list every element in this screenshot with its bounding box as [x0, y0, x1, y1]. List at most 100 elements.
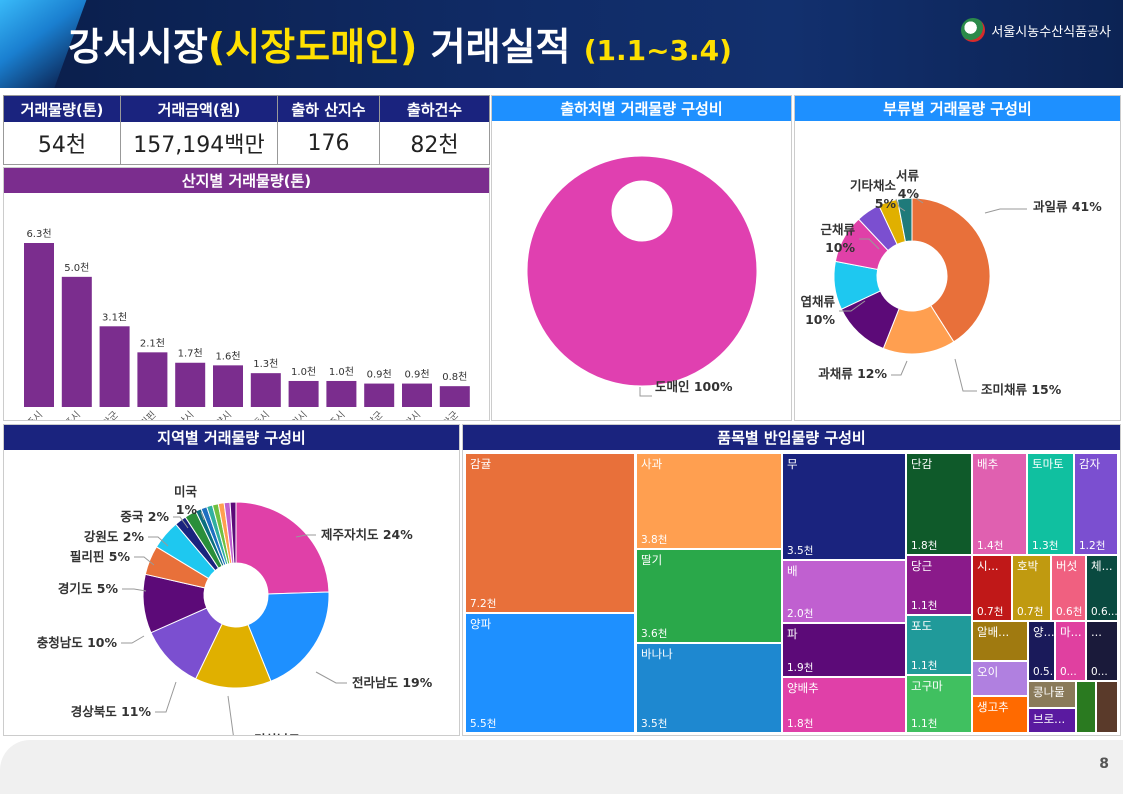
bar-11 [439, 386, 470, 407]
pie-leader-line [839, 300, 866, 312]
pie-leader-line [227, 695, 249, 741]
origin-bar-title: 산지별 거래물량(톤) [4, 168, 489, 193]
treemap-cell-name: 알배... [977, 625, 1009, 639]
bar-category-label: 상주시 [321, 409, 347, 420]
pie-slice-label: 제주자치도 24% [321, 527, 413, 542]
treemap-cell-1 [466, 614, 634, 732]
treemap-cell-name: 콩나물 [1033, 685, 1065, 699]
pie-slice-label: 5% [875, 196, 897, 211]
bar-value-label: 1.6천 [215, 350, 240, 362]
kpi-header-amount: 거래금액(원) [121, 96, 278, 122]
pie-slice-label: 4% [898, 186, 920, 201]
treemap-cell-value: 1.8천 [911, 540, 937, 552]
origin-bar-chart: 6.3천제주시 5.0천서귀포시 3.1천무안군 2.1천필리핀 1.7천논산시 1.6천… [19, 228, 470, 442]
treemap-cell-14 [1028, 454, 1073, 554]
treemap-cell-value: 0... [1060, 666, 1077, 678]
treemap-cell-name: 마... [1060, 625, 1082, 639]
bar-category-label: 밀양시 [207, 409, 234, 420]
treemap-cell-19 [1087, 556, 1117, 620]
treemap-cell-value: 1.2천 [1079, 540, 1105, 552]
kpi-value-origins: 176 [278, 122, 380, 164]
treemap-cell-name: 양... [1033, 625, 1055, 639]
treemap-cell-name: 버섯 [1056, 559, 1077, 573]
bar-category-label: 논산시 [170, 409, 196, 420]
treemap-cell-value: 1.4천 [977, 540, 1003, 552]
treemap-cell-value: 0.7천 [977, 606, 1003, 618]
pie-slice-label: 경기도 5% [58, 581, 119, 596]
treemap-cell-name: 사과 [641, 457, 663, 471]
item-treemap-chart: 감귤7.2천양파5.5천사과3.8천딸기3.6천바나나3.5천무3.5천배2.0… [466, 454, 1118, 732]
pie-leader-line [984, 208, 1027, 214]
treemap-cell-name: 양파 [470, 617, 492, 631]
item-treemap-title: 품목별 반입물량 구성비 [463, 425, 1120, 450]
treemap-cell-7 [783, 624, 905, 676]
region-pie-title: 지역별 거래물량 구성비 [4, 425, 459, 450]
treemap-cell-12 [907, 676, 971, 732]
bar-value-label: 5.0천 [64, 262, 89, 274]
treemap-cell-value: 0.7천 [1017, 606, 1043, 618]
pie-slice-label: 미국 [174, 484, 198, 499]
treemap-cell-name: 감귤 [470, 457, 491, 471]
region-pie-panel: 지역별 거래물량 구성비 제주자치도 24% 전라남도 19% 경상남도 13% 경상… [3, 424, 460, 747]
treemap-cell-value: 1.9천 [787, 662, 813, 674]
treemap-cell-18 [1052, 556, 1085, 620]
treemap-cell-name: 감자 [1079, 457, 1101, 471]
treemap-cell-value: 0.6천 [1056, 606, 1082, 618]
org-logo-icon [961, 18, 986, 42]
pie-slice-1 [247, 591, 330, 682]
treemap-cell-name: 오이 [977, 665, 998, 679]
title-market: 강서시장 [68, 25, 208, 69]
pie-leader-line [859, 238, 880, 250]
region-pie-chart: 제주자치도 24% 전라남도 19% 경상남도 13% 경상북도 11% 충청남도 10… [37, 484, 433, 747]
treemap-cell-name: 호박 [1017, 559, 1039, 573]
pie-leader-line [295, 534, 316, 538]
bar-category-label: 신안군 [435, 409, 462, 420]
pie-slice-label: 근채류 [820, 222, 855, 237]
bar-value-label: 1.3천 [253, 358, 278, 370]
pie-slice-0 [526, 155, 758, 387]
treemap-cell-name: 배 [787, 564, 798, 578]
pie-leader-line [954, 358, 977, 392]
footer-bar [0, 740, 1123, 794]
treemap-cell-28 [1077, 682, 1095, 732]
treemap-cell-8 [783, 678, 905, 732]
pie-slice-label: 필리핀 5% [70, 549, 131, 564]
bar-4 [175, 362, 206, 407]
treemap-cell-value: 1.1천 [911, 660, 937, 672]
pie-leader-line [121, 635, 145, 644]
bar-value-label: 3.1천 [102, 311, 127, 323]
pie-slice-label: 경상남도 13% [254, 732, 335, 735]
bar-value-label: 2.1천 [140, 337, 165, 349]
org-logo: 서울시농수산식품공사 [961, 18, 1111, 42]
treemap-cell-23 [1087, 622, 1117, 680]
bar-6 [250, 373, 281, 407]
pie-leader-line [173, 516, 189, 529]
pie-slice-label: 중국 2% [120, 509, 169, 524]
treemap-cell-name: 체... [1091, 559, 1113, 573]
kpi-table: 거래물량(톤) 거래금액(원) 출하 산지수 출하건수 54천 157,194백… [3, 95, 490, 165]
treemap-cell-6 [783, 561, 905, 622]
pie-slice-label: 1% [176, 502, 198, 517]
treemap-cell-value: 1.8천 [787, 718, 813, 730]
pie-leader-line [155, 681, 177, 713]
bar-value-label: 1.0천 [329, 366, 354, 378]
treemap-cell-16 [973, 556, 1011, 620]
kpi-value-shipments: 82천 [410, 133, 459, 158]
treemap-cell-10 [907, 556, 971, 614]
title-type: (시장도매인) [207, 25, 418, 69]
treemap-cell-29 [1097, 682, 1117, 732]
treemap-cell-name: 무 [787, 457, 798, 471]
treemap-cell-25 [973, 697, 1027, 732]
bar-category-label: 필리핀 [131, 409, 158, 420]
bar-value-label: 0.9천 [367, 369, 392, 381]
pie-leader-line [915, 191, 924, 204]
treemap-cell-value: 3.8천 [641, 534, 667, 546]
treemap-cell-9 [907, 454, 971, 554]
treemap-cell-26 [1029, 682, 1075, 707]
pie-leader-line [895, 198, 906, 212]
pie-slice-label: 엽채류 [800, 294, 835, 309]
title-suffix: 거래실적 [417, 25, 584, 69]
pie-slice-label: 경상북도 11% [71, 704, 152, 719]
bar-3 [137, 352, 168, 407]
bar-0 [24, 243, 54, 407]
